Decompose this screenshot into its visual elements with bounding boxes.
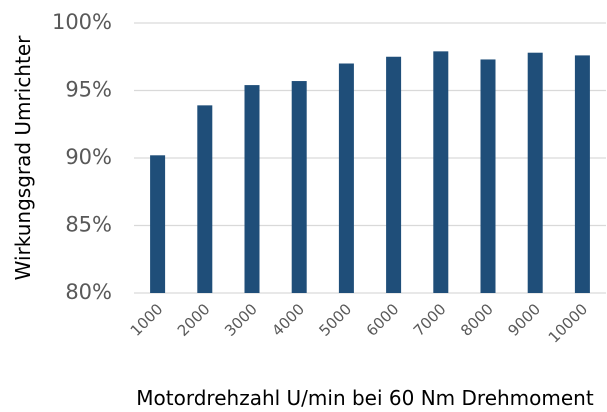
x-tick-label: 9000	[504, 300, 544, 340]
x-tick-label: 5000	[315, 300, 355, 340]
y-axis-title: Wirkungsgrad Umrichter	[11, 35, 35, 280]
bar	[480, 59, 496, 294]
y-tick-label: 90%	[65, 145, 112, 169]
bar	[386, 56, 402, 293]
bar	[527, 52, 543, 294]
y-tick-label: 100%	[52, 10, 112, 34]
x-tick-label: 4000	[268, 300, 308, 340]
y-tick-label: 85%	[65, 213, 112, 237]
x-tick-label: 6000	[363, 300, 403, 340]
x-tick-label: 10000	[545, 300, 591, 346]
bar	[150, 155, 166, 293]
bar	[291, 81, 307, 293]
y-tick-label: 95%	[65, 78, 112, 102]
x-tick-label: 1000	[127, 300, 167, 340]
x-tick-label: 8000	[457, 300, 497, 340]
bar	[338, 63, 354, 293]
y-tick-label: 80%	[65, 280, 112, 304]
x-tick-label: 3000	[221, 300, 261, 340]
x-tick-label: 2000	[174, 300, 214, 340]
bar	[197, 105, 213, 293]
bar	[244, 85, 260, 293]
x-tick-label: 7000	[410, 300, 450, 340]
bar	[433, 51, 449, 293]
x-axis-title: Motordrehzahl U/min bei 60 Nm Drehmoment	[136, 386, 594, 410]
bar	[574, 55, 590, 294]
